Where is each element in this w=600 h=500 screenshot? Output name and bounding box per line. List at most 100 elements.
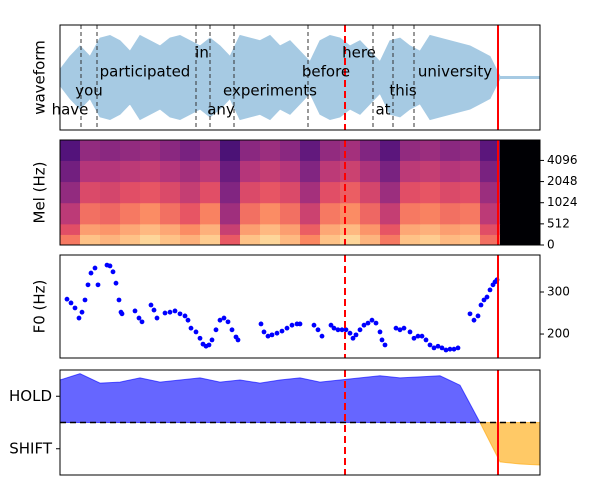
f0-point [76, 315, 82, 321]
f0-point [88, 270, 94, 276]
spectrogram-cell [280, 202, 301, 225]
spectrogram-cell [440, 223, 461, 235]
y-axis-label: F0 (Hz) [31, 280, 49, 334]
spectrogram-cell [180, 234, 201, 245]
spectrogram-cell [160, 140, 181, 161]
spectrogram-cell [440, 140, 461, 161]
f0-point [113, 280, 119, 286]
f0-point [107, 263, 113, 269]
spectrogram-cell [520, 223, 540, 235]
spectrogram-cell [340, 202, 361, 225]
spectrogram-cell [240, 160, 261, 183]
spectrogram-cell [460, 181, 481, 204]
f0-point [475, 313, 481, 319]
spectrogram-cell [380, 181, 401, 204]
f0-point [393, 325, 399, 331]
probability-area [479, 422, 540, 466]
spectrogram-cell [120, 202, 141, 225]
y-tick-label: 200 [547, 327, 570, 341]
spectrogram-cell [220, 202, 241, 225]
spectrogram-cell [160, 160, 181, 183]
f0-point [487, 287, 493, 293]
f0-point [217, 317, 223, 323]
spectrogram-cell [160, 223, 181, 235]
spectrogram-cell [140, 140, 161, 161]
spectrogram-cell [60, 234, 81, 245]
y-tick-label: SHIFT [9, 439, 53, 457]
spectrogram-cell [200, 181, 221, 204]
f0-point [188, 325, 194, 331]
spectrogram-cell [360, 160, 381, 183]
spectrogram-cell [520, 234, 540, 245]
spectrogram-cell [160, 234, 181, 245]
f0-point [148, 302, 154, 308]
spectrogram-cell [520, 202, 540, 225]
spectrogram-cell [60, 140, 81, 161]
f0-point [379, 337, 385, 343]
spectrogram-cell [100, 181, 121, 204]
f0-point [193, 329, 199, 335]
spectrogram-cell [380, 160, 401, 183]
spectrogram-cell [440, 202, 461, 225]
spectrogram-cell [420, 202, 441, 225]
f0-point [411, 335, 417, 341]
f0-point [132, 308, 138, 314]
spectrogram-cell [420, 223, 441, 235]
spectrogram-cell [60, 160, 81, 183]
spectrogram-cell [100, 202, 121, 225]
spectrogram-cell [300, 181, 321, 204]
f0-point [369, 317, 375, 323]
spectrogram-cell [380, 202, 401, 225]
spectrogram-cell [60, 181, 81, 204]
f0-point [167, 309, 173, 315]
spectrogram-cell [100, 234, 121, 245]
word-label: before [302, 63, 350, 81]
f0-point [335, 327, 341, 333]
spectrogram-cell [180, 181, 201, 204]
spectrogram-cell [360, 202, 381, 225]
spectrogram-cell [300, 223, 321, 235]
spectrogram-cell [120, 223, 141, 235]
panel-data [64, 255, 500, 358]
spectrogram-cell [320, 202, 341, 225]
spectrogram-cell [400, 160, 421, 183]
f0-point [328, 322, 334, 328]
spectrogram-cell [480, 140, 501, 161]
spectrogram-cell [400, 181, 421, 204]
f0-point [209, 337, 215, 343]
spectrogram-cell [260, 140, 281, 161]
panel-data [60, 25, 540, 130]
spectrogram-cell [500, 234, 521, 245]
f0-point [343, 327, 349, 333]
spectrogram-cell [160, 202, 181, 225]
word-label: here [342, 44, 376, 62]
spectrogram-cell [440, 234, 461, 245]
f0-point [68, 300, 74, 306]
spectrogram-cell [280, 181, 301, 204]
spectrogram-cell [400, 202, 421, 225]
spectrogram-cell [420, 140, 441, 161]
f0-point [82, 297, 88, 303]
spectrogram-cell [500, 223, 521, 235]
spectrogram-cell [500, 181, 521, 204]
f0-point [431, 345, 437, 351]
f0-point [221, 315, 227, 321]
word-label: have [52, 101, 89, 119]
spectrogram-cell [180, 140, 201, 161]
f0-point [481, 297, 487, 303]
spectrogram-cell [220, 140, 241, 161]
axes-frame [59, 24, 541, 131]
word-label: university [418, 63, 492, 81]
f0-point [353, 332, 359, 338]
spectrogram-cell [200, 223, 221, 235]
spectrogram-cell [140, 160, 161, 183]
spectrogram-cell [360, 181, 381, 204]
f0-point [361, 322, 367, 328]
f0-point [154, 315, 160, 321]
probability-area [60, 373, 481, 423]
f0-point [95, 282, 101, 288]
spectrogram-cell [180, 223, 201, 235]
f0-point [289, 322, 295, 328]
spectrogram-cell [180, 160, 201, 183]
